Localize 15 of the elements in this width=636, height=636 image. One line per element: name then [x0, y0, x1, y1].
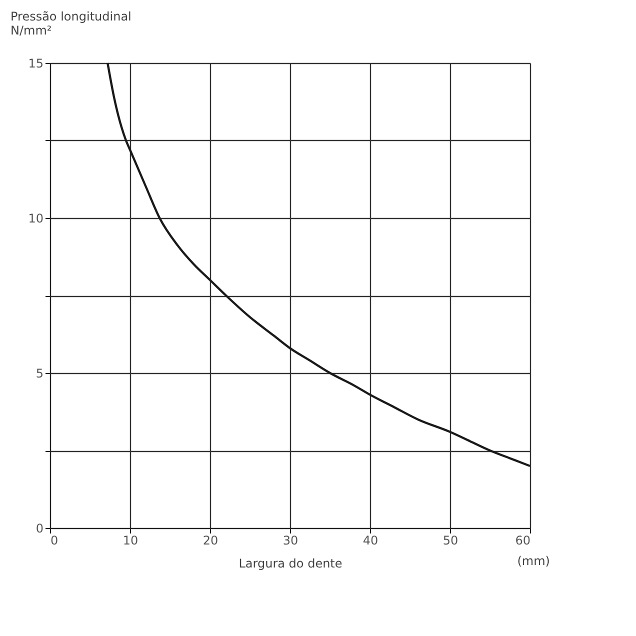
x-tick-label: 50: [442, 534, 458, 548]
x-axis-title: Largura do dente: [238, 556, 342, 570]
line-series: [106, 62, 532, 468]
y-axis-title: Pressão longitudinal N/mm²: [10, 10, 132, 38]
text: (mm): [517, 554, 550, 568]
x-tick-label: 60: [515, 534, 530, 548]
x-tick-label: 40: [362, 534, 378, 548]
x-tick-label: 30: [282, 534, 298, 548]
y-tick-label: 5: [36, 366, 44, 380]
x-tick-label: 20: [202, 534, 218, 548]
y-tick-label: 0: [36, 522, 44, 536]
x-tick-label: 10: [122, 534, 138, 548]
x-tick-label: 0: [50, 534, 58, 548]
y-tick-label: 10: [28, 212, 44, 226]
y-tick-label: 15: [28, 56, 44, 70]
